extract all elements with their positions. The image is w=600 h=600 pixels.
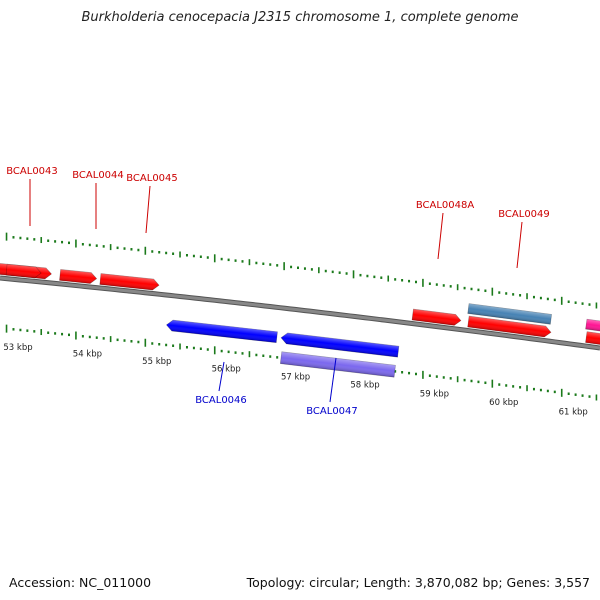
gene-layer [0,260,600,378]
gene-label-leader [329,357,337,403]
gene-arrow [585,331,600,350]
gene-arrow-bcal0044 [59,269,98,284]
gene-label-leader [145,185,151,234]
gene-label-bcal0043: BCAL0043 [6,166,58,177]
gene-label-bcal0047: BCAL0047 [306,406,358,417]
backbone-layer [0,275,600,351]
gene-label-bcal0049: BCAL0049 [498,209,550,220]
gene-label-layer: 53 kbp 54 kbp 55 kbp 56 kbp 57 kbp 58 kbp 59 k… [3,166,587,417]
gene-label-leader [218,361,225,392]
chromosome-backbone-highlight [0,276,600,350]
gene-arrow-bcal0046 [166,319,278,344]
tick-label: 57 kbp [281,372,310,382]
gene-arrow-bcal0047 [280,332,400,358]
gene-label-leader [437,212,444,260]
gene-arrow-bcal0048a [411,308,462,326]
gene-arrow-bcal0043 [5,263,42,279]
map-title: Burkholderia cenocepacia J2315 chromosom… [81,10,519,25]
gene-arrow-bcal0049 [467,315,552,338]
gene-label-bcal0046: BCAL0046 [195,395,247,406]
gene-label-bcal0048a: BCAL0048A [416,200,475,211]
tick-label: 56 kbp [212,365,241,375]
topology-text: Topology: circular; Length: 3,870,082 bp… [246,575,590,590]
gene-arrow [280,351,396,378]
gene-label-leader [516,221,523,269]
tick-label: 60 kbp [489,398,518,408]
gene-label-bcal0044: BCAL0044 [72,170,124,181]
accession-text: Accession: NC_011000 [9,575,152,590]
tick-label: 53 kbp [3,343,32,353]
gene-arrow-bcal0045 [99,273,160,291]
tick-label: 61 kbp [559,407,588,417]
gene-label-bcal0045: BCAL0045 [126,173,178,184]
gene-arrow [467,303,552,325]
tick-label: 59 kbp [420,389,449,399]
tick-label: 55 kbp [142,357,171,367]
tick-label: 58 kbp [350,381,379,391]
tick-label: 54 kbp [73,350,102,360]
